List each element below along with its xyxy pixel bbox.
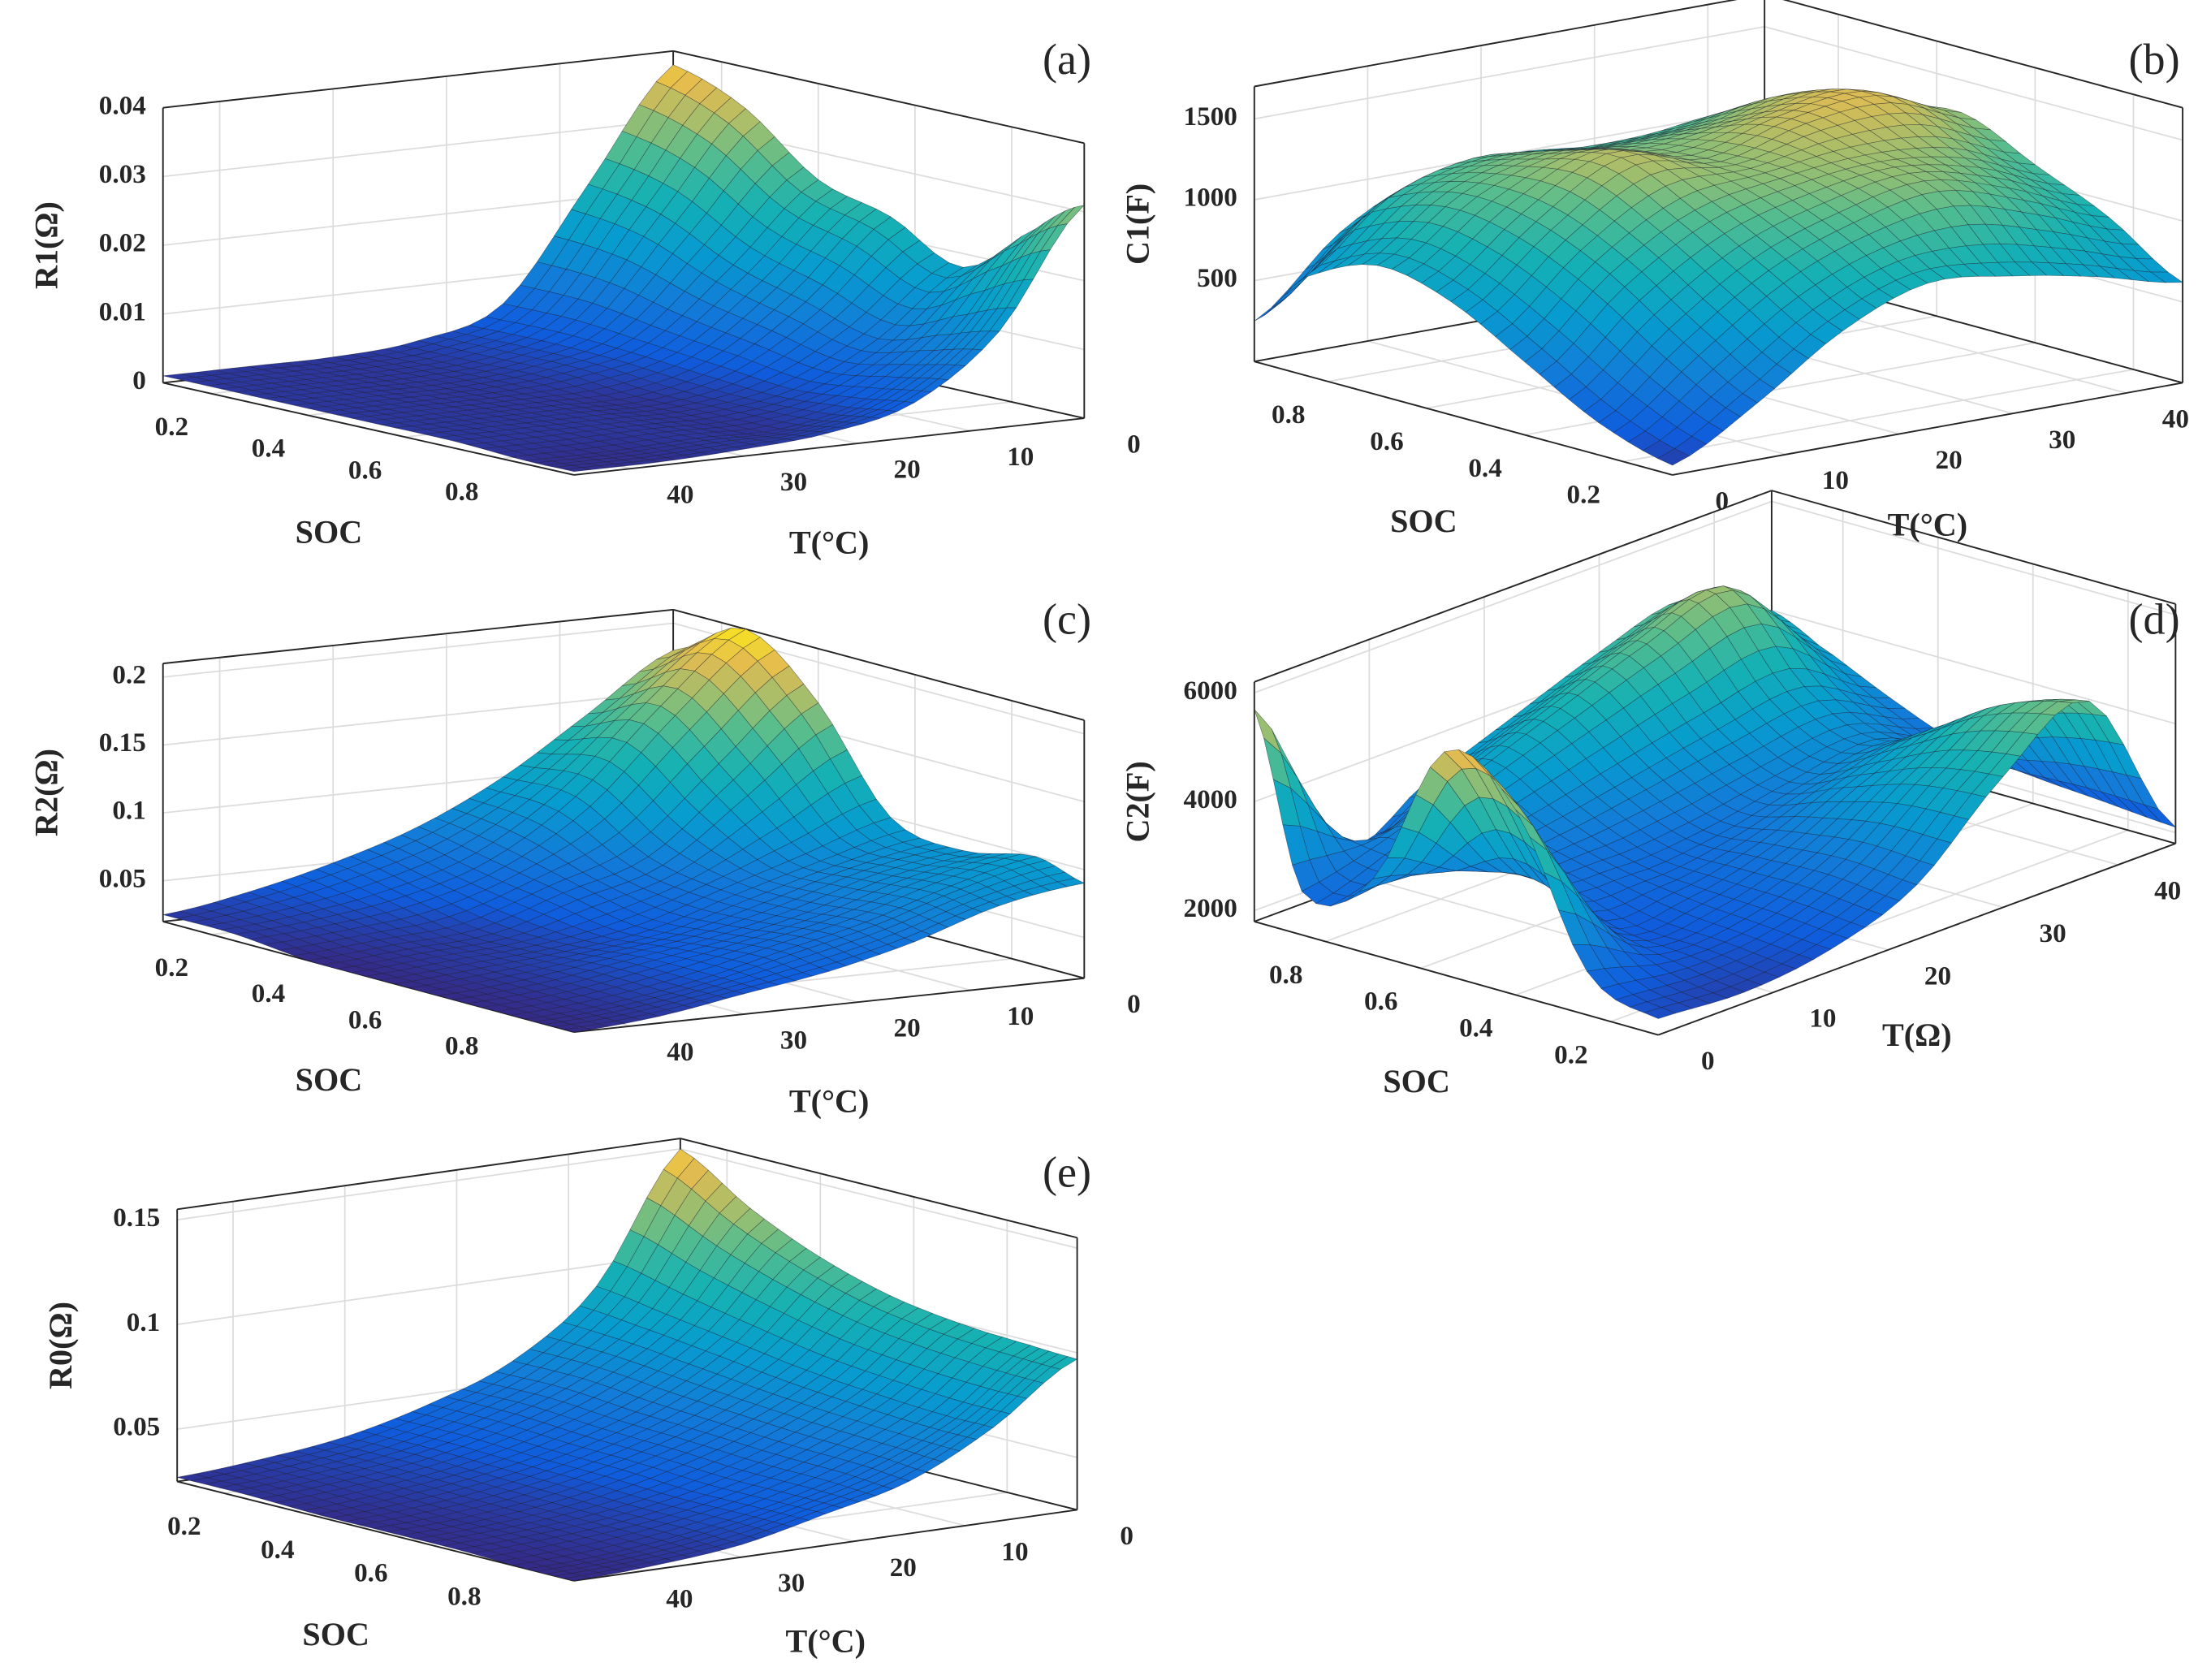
y-tick-label: 30 [778,1568,805,1598]
x-axis-label: SOC [296,513,363,550]
axis-line [162,50,674,109]
x-tick-label: 0.2 [167,1511,201,1541]
y-axis-label: T(°C) [785,1623,866,1660]
x-tick-label: 0.6 [348,1004,382,1034]
x-tick-label: 0.8 [445,477,478,507]
z-tick-label: 1500 [1184,101,1237,132]
y-tick-label: 0 [1716,486,1730,516]
x-tick-label: 0.8 [445,1030,478,1060]
y-tick-label: 10 [1822,465,1849,495]
y-tick-label: 30 [780,467,807,497]
y-tick-label: 30 [2040,918,2066,948]
y-tick-label: 10 [1001,1536,1028,1566]
y-tick-label: 40 [667,480,693,510]
y-tick-label: 30 [2049,425,2075,455]
x-tick-label: 0.6 [1370,426,1403,456]
axis-line [1672,382,2183,476]
z-tick-label: 1000 [1184,183,1237,213]
x-tick-label: 0.6 [348,455,382,485]
z-tick-label: 0.1 [127,1307,160,1337]
y-tick-label: 40 [2162,404,2189,434]
x-tick-label: 0.2 [155,952,188,983]
z-tick-label: 0.01 [99,296,146,326]
y-tick-label: 0 [1701,1046,1715,1076]
x-tick-label: 0.4 [1468,453,1501,483]
panel-label: (a) [1043,35,1091,84]
y-tick-label: 40 [667,1037,693,1067]
axis-line [1254,361,1673,476]
grid-line [162,119,674,178]
y-tick-label: 10 [1007,442,1034,472]
z-tick-label: 500 [1197,263,1237,293]
z-tick-label: 0.02 [99,228,146,258]
y-axis-label: T(°C) [789,1082,870,1119]
x-axis-label: SOC [1390,503,1457,539]
z-tick-label: 0 [132,365,146,395]
x-axis-label: SOC [1383,1063,1450,1099]
surface-patch [564,467,591,473]
z-tick-label: 2000 [1184,893,1237,923]
axis-line [573,417,1085,476]
y-tick-label: 40 [2154,876,2181,906]
x-tick-label: 0.6 [354,1558,387,1588]
y-tick-label: 0 [1127,989,1141,1019]
x-tick-label: 0.8 [447,1581,481,1611]
z-tick-label: 0.1 [112,796,145,826]
y-tick-label: 0 [1120,1521,1134,1551]
y-tick-label: 10 [1007,1001,1034,1031]
y-tick-label: 40 [666,1584,693,1614]
x-tick-label: 0.2 [1567,480,1600,510]
z-tick-label: 0.05 [113,1412,160,1442]
axis-line [672,50,1085,145]
z-axis-label: C2(F) [1119,761,1155,842]
y-axis-label: T(Ω) [1882,1017,1952,1053]
z-tick-label: 0.05 [99,863,146,893]
x-tick-label: 0.8 [1272,399,1305,430]
y-tick-label: 20 [894,455,921,485]
panel-label: (e) [1043,1148,1091,1197]
panel-label: (d) [2129,595,2180,644]
grid-line [1764,26,2183,141]
y-tick-label: 20 [1936,445,1963,475]
panel-label: (c) [1043,595,1091,644]
z-axis-label: R0(Ω) [42,1302,79,1389]
x-tick-label: 0.4 [1459,1013,1492,1043]
x-tick-label: 0.4 [252,978,285,1008]
axis-line [1782,0,2183,109]
grid-line [1254,26,1765,120]
z-tick-label: 0.2 [112,659,145,689]
y-tick-label: 20 [1924,961,1951,991]
z-axis-label: R1(Ω) [28,201,64,289]
z-tick-label: 4000 [1184,784,1237,814]
z-tick-label: 0.15 [113,1203,160,1233]
z-tick-label: 0.04 [99,90,146,120]
y-tick-label: 0 [1127,430,1141,460]
x-axis-label: SOC [302,1616,369,1652]
axis-line [162,382,575,476]
y-axis-label: T(°C) [789,524,870,560]
x-tick-label: 0.2 [155,412,188,442]
axis-line [1254,0,1738,88]
x-tick-label: 0.8 [1269,960,1302,990]
z-axis-label: R2(Ω) [28,749,64,836]
y-tick-label: 30 [780,1025,807,1055]
grid-line [1622,369,2134,463]
y-tick-label: 20 [890,1553,917,1583]
z-tick-label: 0.15 [99,728,146,758]
z-tick-label: 0.03 [99,159,146,189]
y-tick-label: 10 [1809,1004,1836,1034]
x-tick-label: 0.4 [261,1535,294,1565]
y-tick-label: 20 [894,1013,921,1043]
x-tick-label: 0.4 [252,434,285,464]
panel-label: (b) [2129,35,2180,84]
x-tick-label: 0.2 [1554,1039,1587,1069]
x-axis-label: SOC [296,1061,363,1098]
z-tick-label: 6000 [1184,676,1237,706]
z-axis-label: C1(F) [1119,184,1155,265]
x-tick-label: 0.6 [1364,987,1397,1017]
